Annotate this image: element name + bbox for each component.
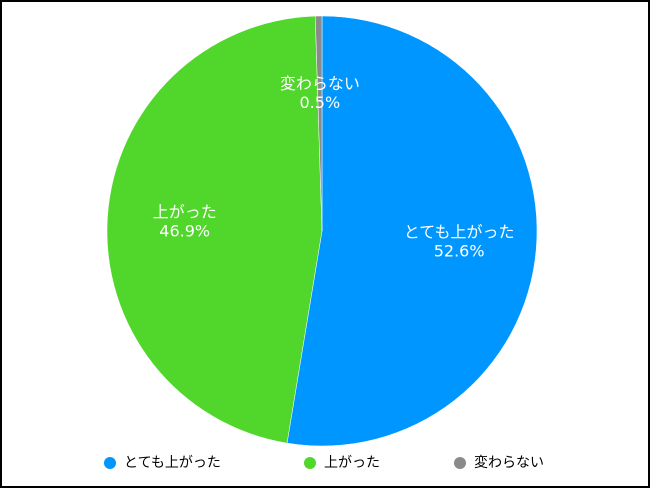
slice-label: 変わらない: [280, 74, 360, 93]
pie-slice: [106, 15, 323, 444]
pie-slice: [286, 15, 538, 447]
legend-label: 上がった: [324, 455, 380, 471]
legend-marker: [304, 457, 316, 469]
slice-label: とても上がった: [404, 223, 515, 242]
legend-label: とても上がった: [124, 455, 221, 471]
pie-slice: [314, 15, 323, 232]
legend-marker: [104, 457, 116, 469]
legend-marker: [454, 457, 466, 469]
slice-value: 0.5%: [300, 93, 341, 112]
slice-label: 上がった: [153, 202, 217, 221]
legend-label: 変わらない: [474, 454, 544, 471]
slice-value: 52.6%: [434, 242, 485, 261]
slice-value: 46.9%: [159, 221, 210, 240]
